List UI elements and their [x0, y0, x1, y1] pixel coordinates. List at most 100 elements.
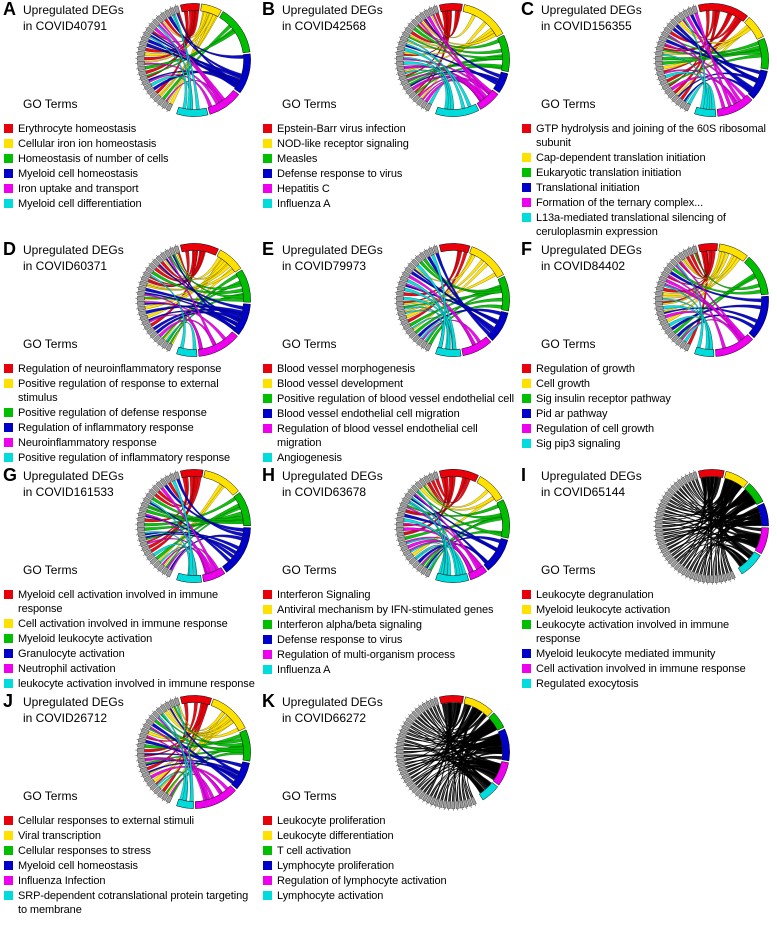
panel-letter: E — [262, 239, 275, 259]
legend-term-label: Positive regulation of defense response — [18, 407, 207, 419]
legend-term-label: Myeloid cell homeostasis — [18, 168, 138, 180]
panel-title-line2: in COVID65144 — [541, 484, 626, 499]
panel-title: Upregulated DEGs in COVID161533 — [23, 469, 124, 500]
panel-header: C Upregulated DEGs in COVID156355 GO Ter… — [521, 0, 774, 117]
legend-item: Regulation of blood vessel endothelial c… — [262, 422, 515, 450]
legend-term-label: Eukaryotic translation initiation — [536, 167, 682, 179]
go-terms-label: GO Terms — [23, 97, 78, 111]
legend-item: Hepatitis C — [262, 182, 515, 196]
legend-color-swatch-icon — [263, 876, 272, 885]
legend-term-label: Cellular responses to external stimuli — [18, 815, 194, 827]
legend-term-label: Translational initiation — [536, 182, 640, 194]
figure-panel: B Upregulated DEGs in COVID42568 GO Term… — [259, 0, 518, 240]
legend-term-label: Erythrocyte homeostasis — [18, 123, 137, 135]
legend-term-label: Influenza A — [277, 198, 331, 210]
legend-color-swatch-icon — [263, 605, 272, 614]
legend-term-label: Leukocyte degranulation — [536, 589, 654, 601]
legend-item: Lymphocyte activation — [262, 889, 515, 903]
panel-title-line1: Upregulated DEGs — [23, 3, 124, 17]
legend-item: Angiogenesis — [262, 451, 515, 465]
legend-term-label: GTP hydrolysis and joining of the 60S ri… — [536, 123, 766, 149]
legend-item: Neuroinflammatory response — [3, 436, 256, 450]
legend-item: Positive regulation of inflammatory resp… — [3, 451, 256, 465]
legend-term-label: Regulation of blood vessel endothelial c… — [277, 423, 478, 449]
legend-color-swatch-icon — [263, 816, 272, 825]
panel-title: Upregulated DEGs in COVID79973 — [282, 243, 383, 274]
legend-color-swatch-icon — [522, 183, 531, 192]
legend-item: Myeloid leukocyte activation — [3, 632, 256, 646]
legend-color-swatch-icon — [263, 424, 272, 433]
go-terms-label: GO Terms — [541, 337, 596, 351]
panel-title-line1: Upregulated DEGs — [541, 469, 642, 483]
legend-item: Pid ar pathway — [521, 407, 774, 421]
legend-item: Cell activation involved in immune respo… — [3, 617, 256, 631]
go-legend: Regulation of growth Cell growth Sig ins… — [521, 362, 774, 451]
legend-term-label: Influenza A — [277, 664, 331, 676]
legend-color-swatch-icon — [263, 184, 272, 193]
legend-item: Eukaryotic translation initiation — [521, 166, 774, 180]
legend-item: Formation of the ternary complex... — [521, 196, 774, 210]
legend-term-label: Regulation of neuroinflammatory response — [18, 363, 222, 375]
panel-header: I Upregulated DEGs in COVID65144 GO Term… — [521, 465, 774, 585]
legend-term-label: Cell growth — [536, 378, 590, 390]
legend-color-swatch-icon — [263, 620, 272, 629]
legend-color-swatch-icon — [4, 154, 13, 163]
legend-term-label: NOD-like receptor signaling — [277, 138, 409, 150]
legend-term-label: Myeloid leukocyte activation — [536, 604, 671, 616]
legend-term-label: Viral transcription — [18, 830, 101, 842]
legend-color-swatch-icon — [4, 139, 13, 148]
chord-diagram — [653, 3, 769, 117]
legend-item: Homeostasis of number of cells — [3, 152, 256, 166]
panel-title-line2: in COVID79973 — [282, 258, 367, 273]
go-terms-label: GO Terms — [23, 563, 78, 577]
legend-color-swatch-icon — [522, 409, 531, 418]
legend-term-label: Regulation of cell growth — [536, 423, 654, 435]
legend-color-swatch-icon — [4, 408, 13, 417]
chord-diagram — [135, 3, 251, 117]
legend-color-swatch-icon — [4, 891, 13, 900]
legend-item: Neutrophil activation — [3, 662, 256, 676]
go-legend: Leukocyte proliferation Leukocyte differ… — [262, 814, 515, 903]
legend-term-label: Defense response to virus — [277, 634, 403, 646]
legend-term-label: Formation of the ternary complex... — [536, 197, 704, 209]
legend-item: Erythrocyte homeostasis — [3, 122, 256, 136]
legend-item: T cell activation — [262, 844, 515, 858]
legend-color-swatch-icon — [522, 590, 531, 599]
go-terms-label: GO Terms — [282, 337, 337, 351]
legend-item: Regulation of cell growth — [521, 422, 774, 436]
legend-color-swatch-icon — [4, 664, 13, 673]
go-terms-label: GO Terms — [23, 789, 78, 803]
chord-diagram — [394, 243, 510, 357]
legend-term-label: Hepatitis C — [277, 183, 330, 195]
legend-term-label: Neutrophil activation — [18, 663, 116, 675]
go-legend: Cellular responses to external stimuli V… — [3, 814, 256, 917]
legend-color-swatch-icon — [4, 619, 13, 628]
legend-color-swatch-icon — [4, 816, 13, 825]
panel-letter: B — [262, 0, 275, 19]
figure-panel: G Upregulated DEGs in COVID161533 GO Ter… — [0, 465, 259, 692]
go-legend: Interferon Signaling Antiviral mechanism… — [262, 588, 515, 677]
legend-term-label: Myeloid cell homeostasis — [18, 860, 138, 872]
legend-term-label: Interferon Signaling — [277, 589, 371, 601]
legend-item: Leukocyte differentiation — [262, 829, 515, 843]
legend-item: Iron uptake and transport — [3, 182, 256, 196]
legend-item: SRP-dependent cotranslational protein ta… — [3, 889, 256, 917]
go-legend: Myeloid cell activation involved in immu… — [3, 588, 256, 691]
legend-item: Influenza Infection — [3, 874, 256, 888]
legend-color-swatch-icon — [522, 379, 531, 388]
panel-header: J Upregulated DEGs in COVID26712 GO Term… — [3, 691, 256, 809]
go-legend: GTP hydrolysis and joining of the 60S ri… — [521, 122, 774, 239]
legend-color-swatch-icon — [4, 423, 13, 432]
go-terms-label: GO Terms — [282, 563, 337, 577]
legend-color-swatch-icon — [522, 213, 531, 222]
figure-panel: F Upregulated DEGs in COVID84402 GO Term… — [518, 239, 777, 466]
legend-term-label: Positive regulation of response to exter… — [18, 378, 219, 404]
legend-item: Leukocyte degranulation — [521, 588, 774, 602]
legend-term-label: Myeloid leukocyte activation — [18, 633, 153, 645]
figure-panel: K Upregulated DEGs in COVID66272 GO Term… — [259, 691, 518, 918]
legend-term-label: Epstein-Barr virus infection — [277, 123, 406, 135]
panel-header: D Upregulated DEGs in COVID60371 GO Term… — [3, 239, 256, 357]
chord-diagram — [394, 469, 510, 583]
go-terms-label: GO Terms — [282, 789, 337, 803]
legend-term-label: Regulation of inflammatory response — [18, 422, 194, 434]
